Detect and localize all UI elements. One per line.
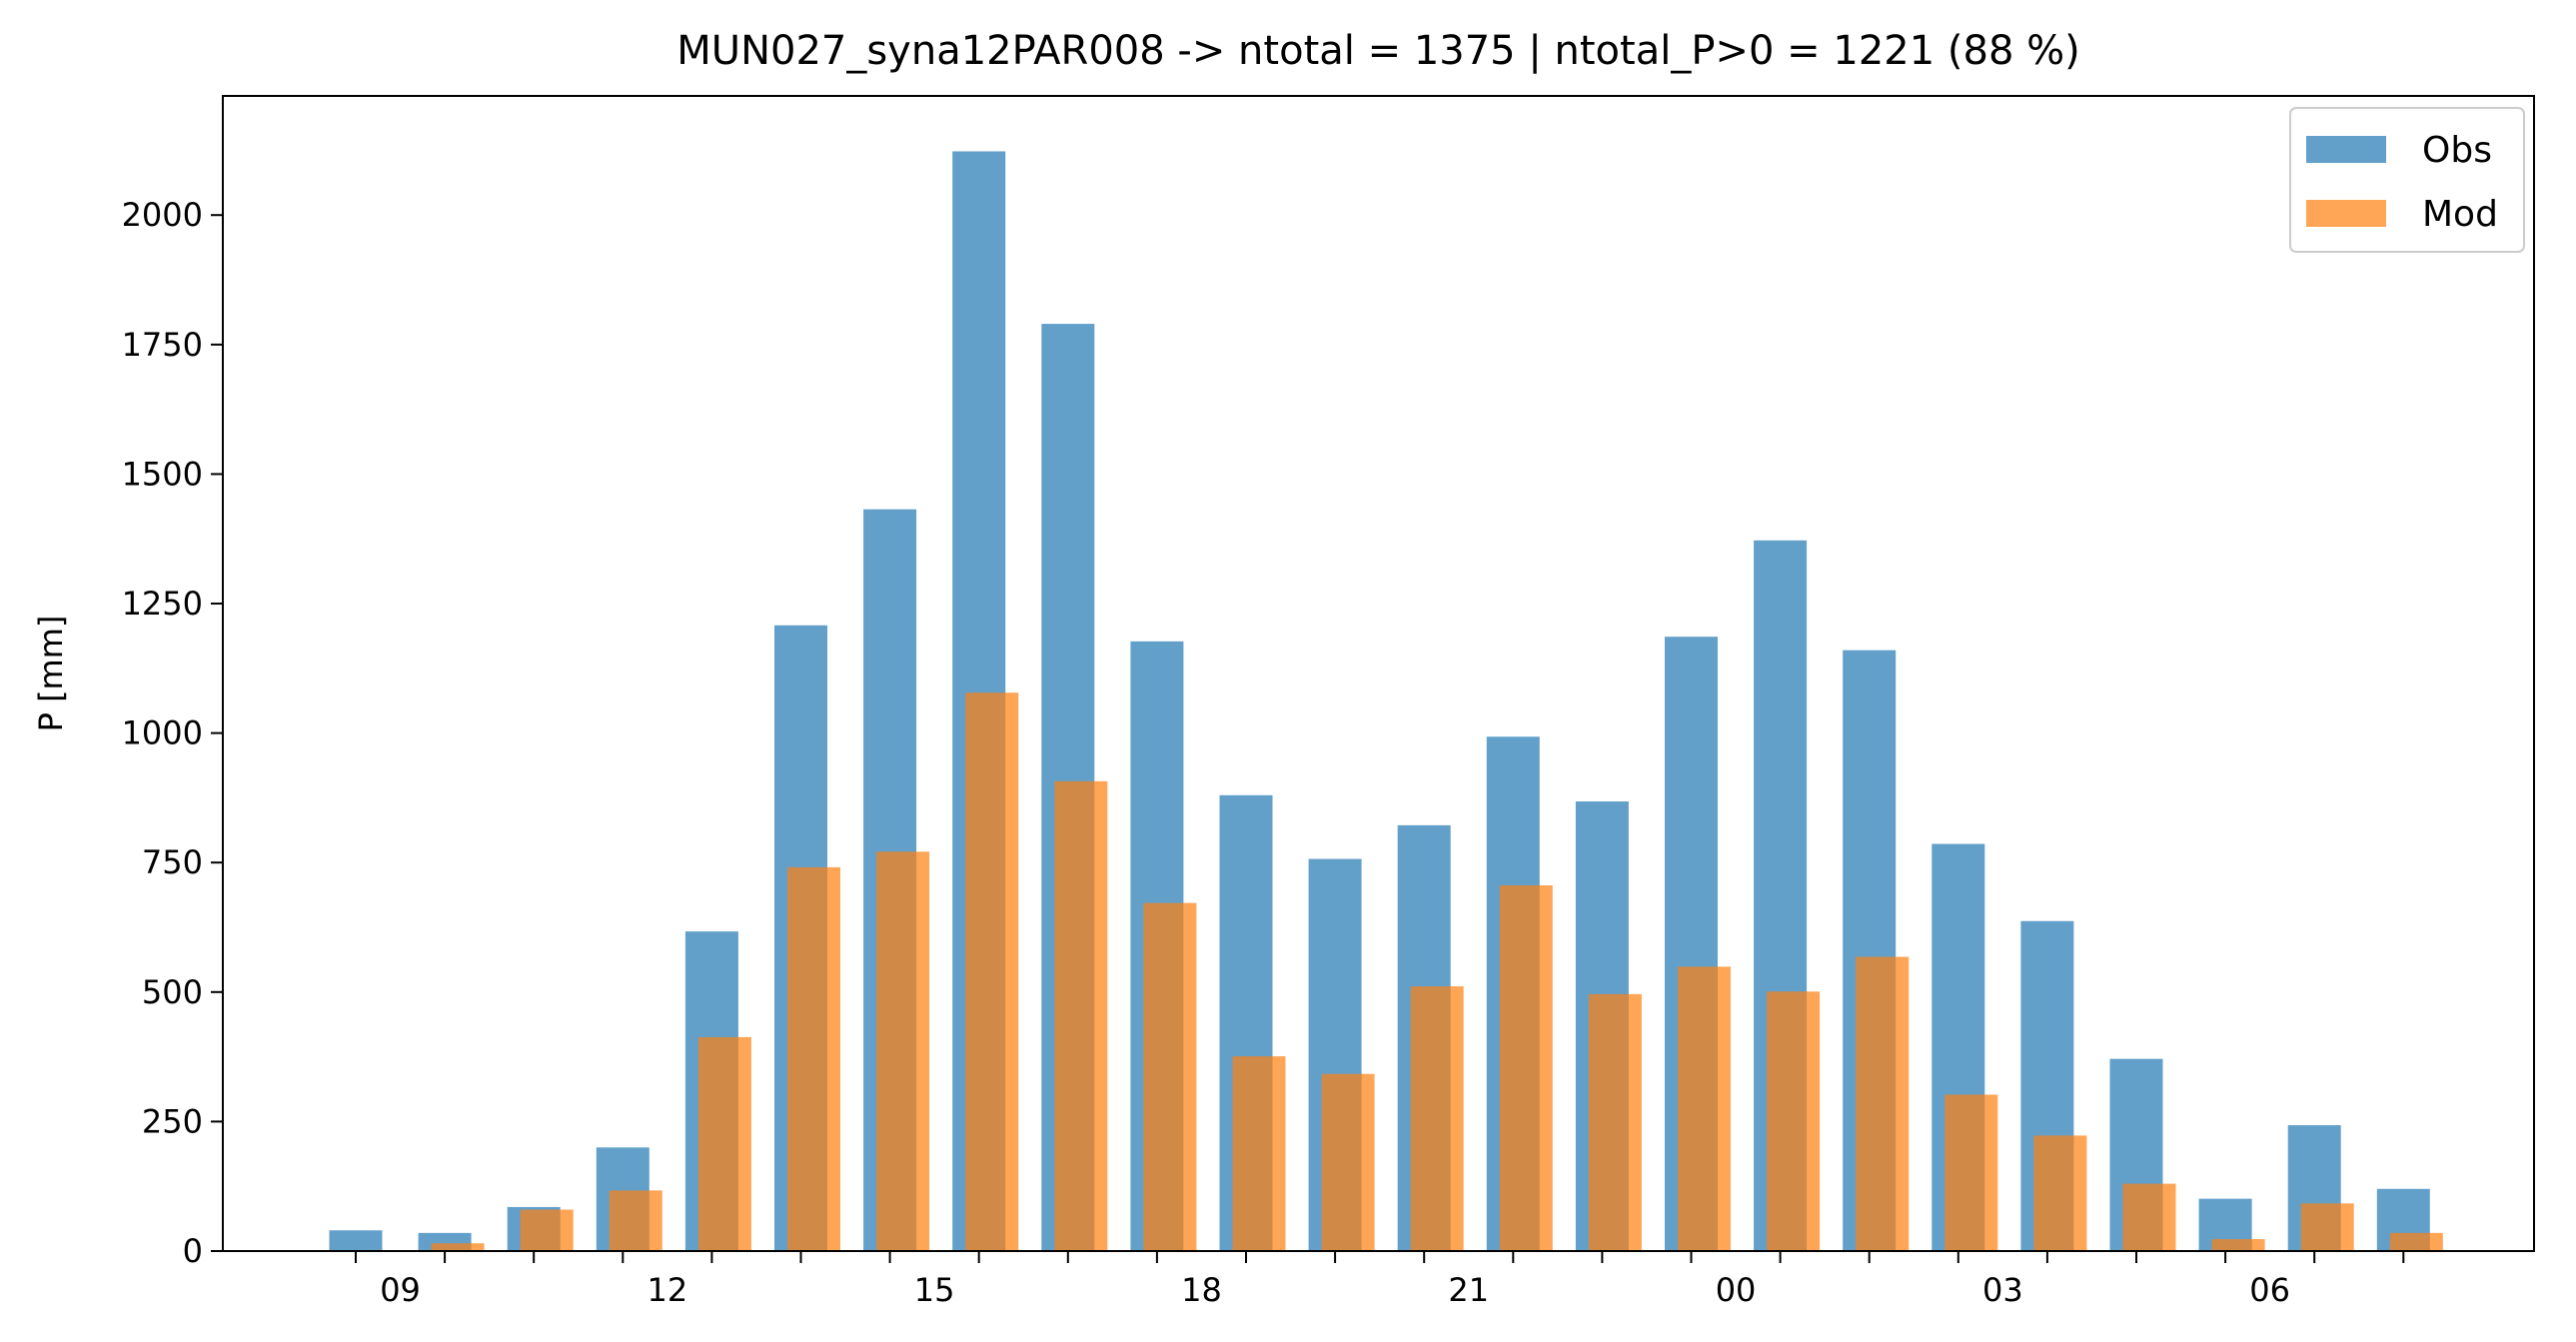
y-tick-label: 750 xyxy=(142,843,203,881)
plot-frame xyxy=(222,95,2535,1252)
mod-bar-21 xyxy=(1499,885,1553,1251)
mod-bar-16 xyxy=(1054,780,1108,1251)
mod-bar-19 xyxy=(1321,1073,1375,1251)
mod-bar-05 xyxy=(2211,1239,2265,1251)
x-tick-label: 15 xyxy=(914,1271,955,1309)
mod-bar-17 xyxy=(1143,902,1197,1251)
y-tick-label: 1500 xyxy=(122,455,203,493)
mod-bar-23 xyxy=(1678,966,1731,1251)
y-axis-ticks: 0 250 500 750 1000 1250 1500 1750 2000 xyxy=(122,196,223,1270)
legend-label-obs: Obs xyxy=(2422,130,2492,171)
mod-bar-10 xyxy=(520,1209,574,1251)
mod-bar-11 xyxy=(609,1190,662,1251)
legend: Obs Mod xyxy=(2289,107,2525,253)
x-axis-ticks: 09 12 15 18 21 00 03 06 xyxy=(355,1251,2405,1309)
y-tick-label: 2000 xyxy=(122,196,203,234)
x-tick-label: 21 xyxy=(1448,1271,1489,1309)
mod-bar-03 xyxy=(2033,1135,2087,1251)
y-tick-label: 1250 xyxy=(122,585,203,623)
y-tick-label: 1750 xyxy=(122,326,203,364)
mod-bar-00 xyxy=(1767,991,1821,1251)
mod-bar-18 xyxy=(1232,1056,1286,1251)
mod-bar-09 xyxy=(431,1243,485,1251)
legend-swatch-mod xyxy=(2306,200,2386,227)
mod-bar-01 xyxy=(1856,956,1910,1251)
legend-swatch-obs xyxy=(2306,136,2386,163)
chart-title: MUN027_syna12PAR008 -> ntotal = 1375 | n… xyxy=(676,28,2079,74)
legend-label-mod: Mod xyxy=(2422,194,2498,235)
mod-bar-15 xyxy=(965,692,1019,1251)
obs-bars xyxy=(329,151,2430,1251)
mod-bar-22 xyxy=(1588,993,1642,1251)
mod-bar-02 xyxy=(1944,1094,1998,1251)
x-tick-label: 00 xyxy=(1716,1271,1757,1309)
x-tick-label: 06 xyxy=(2249,1271,2290,1309)
y-tick-label: 500 xyxy=(142,973,203,1011)
mod-bar-06 xyxy=(2300,1203,2354,1251)
mod-bars xyxy=(431,692,2443,1251)
x-tick-label: 03 xyxy=(1982,1271,2023,1309)
x-tick-label: 09 xyxy=(380,1271,421,1309)
x-tick-label: 12 xyxy=(646,1271,687,1309)
mod-bar-04 xyxy=(2122,1183,2176,1251)
y-tick-label: 1000 xyxy=(122,714,203,752)
x-tick-label: 18 xyxy=(1181,1271,1222,1309)
mod-bar-14 xyxy=(876,851,930,1251)
y-tick-label: 0 xyxy=(183,1232,203,1270)
y-tick-label: 250 xyxy=(142,1102,203,1140)
mod-bar-20 xyxy=(1410,986,1464,1251)
y-axis-label: P [mm] xyxy=(32,616,70,732)
mod-bar-07 xyxy=(2389,1232,2443,1251)
mod-bar-12 xyxy=(697,1036,751,1251)
obs-bar-08 xyxy=(329,1230,383,1251)
mod-bar-13 xyxy=(787,866,840,1251)
